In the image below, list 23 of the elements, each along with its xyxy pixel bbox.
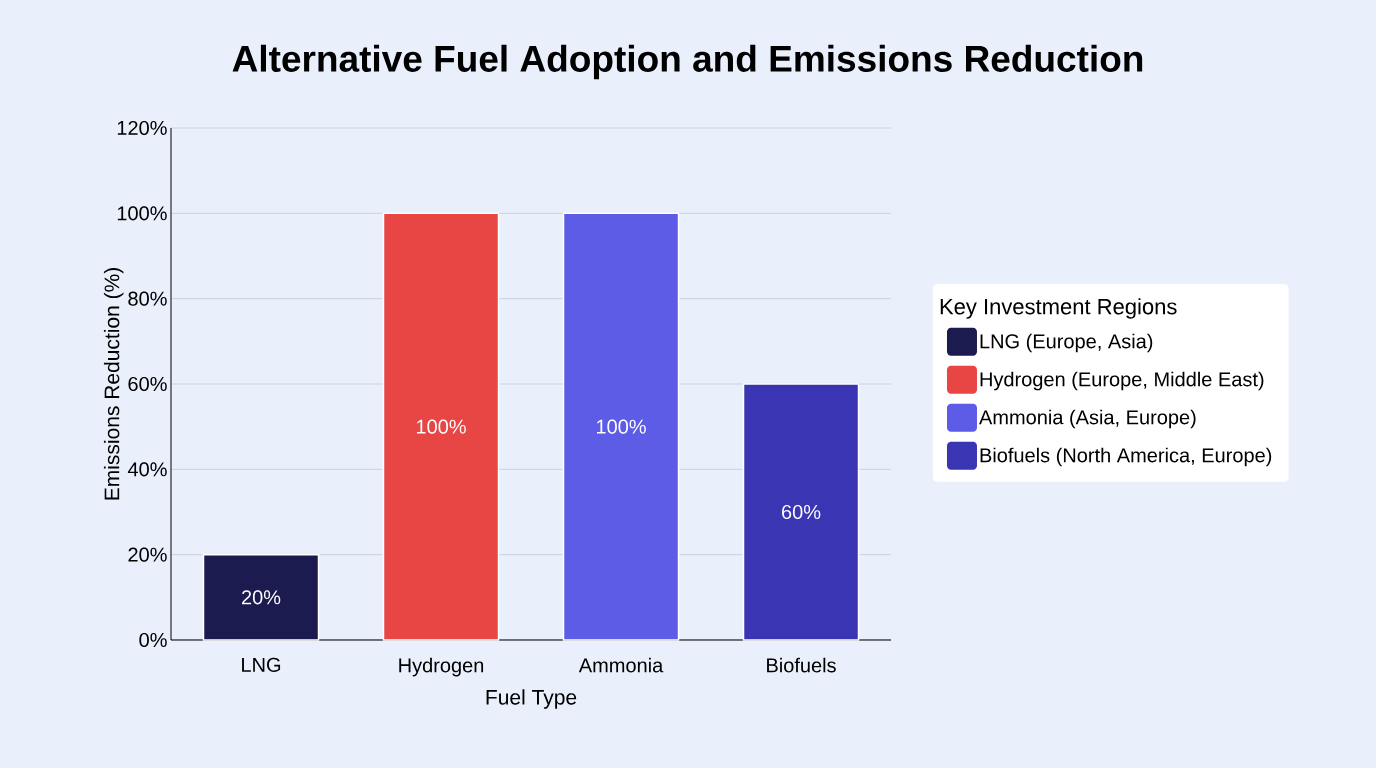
- y-tick-label: 120%: [117, 120, 167, 136]
- x-axis-title: Fuel Type: [486, 689, 577, 709]
- x-tick-label: Ammonia: [578, 657, 664, 673]
- legend-label: Biofuels (North America, Europe): [980, 447, 1272, 467]
- y-axis-title: Emissions Reduction (%): [103, 268, 124, 500]
- data-label: 20%: [241, 590, 281, 605]
- y-tick-label: 20%: [128, 547, 167, 562]
- data-label: 100%: [416, 419, 466, 434]
- chart-title: Alternative Fuel Adoption and Emissions Reduction: [232, 44, 1143, 80]
- y-tick-label: 0%: [139, 632, 167, 648]
- legend-label: Hydrogen (Europe, Middle East): [980, 371, 1264, 391]
- data-label: 60%: [782, 504, 821, 520]
- y-tick-label: 60%: [128, 376, 167, 392]
- x-tick-label: Hydrogen: [399, 657, 484, 677]
- y-tick-label: 100%: [117, 206, 167, 221]
- legend-label: LNG (Europe, Asia): [980, 333, 1153, 353]
- y-tick-label: 80%: [128, 291, 167, 306]
- data-label: 100%: [596, 419, 646, 434]
- legend-label: Ammonia (Asia, Europe): [979, 409, 1196, 429]
- legend-title: Key Investment Regions: [940, 298, 1177, 319]
- x-tick-label: Biofuels: [767, 657, 836, 673]
- x-tick-label: LNG: [242, 657, 281, 672]
- y-tick-label: 40%: [127, 462, 167, 477]
